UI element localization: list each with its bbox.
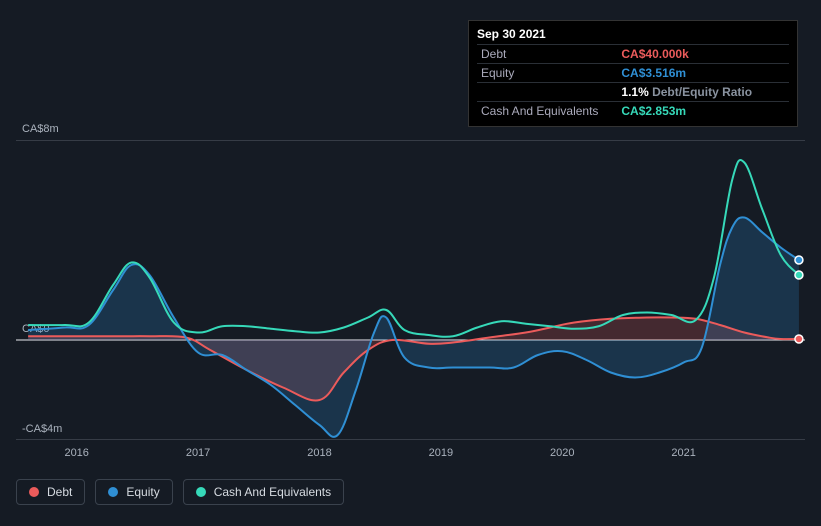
legend-label: Cash And Equivalents [214,485,331,499]
x-axis-label: 2019 [429,447,453,459]
tooltip-row-label [477,83,617,102]
tooltip-row-value: 1.1% Debt/Equity Ratio [617,83,789,102]
tooltip-row-label: Cash And Equivalents [477,102,617,121]
tooltip-row-value: CA$3.516m [617,64,789,83]
tooltip-row-label: Debt [477,45,617,64]
series-end-dot-debt [795,335,803,343]
x-axis-label: 2021 [671,447,695,459]
series-end-dot-cash [795,271,803,279]
legend: Debt Equity Cash And Equivalents [16,479,344,505]
legend-swatch [196,487,206,497]
chart-plot [16,140,805,440]
legend-item-cash-and-equivalents[interactable]: Cash And Equivalents [183,479,344,505]
tooltip-row-value: CA$40.000k [617,45,789,64]
series-end-dot-equity [795,256,803,264]
x-axis-label: 2017 [186,447,210,459]
tooltip-row: 1.1% Debt/Equity Ratio [477,83,789,102]
legend-swatch [108,487,118,497]
tooltip-table: DebtCA$40.000kEquityCA$3.516m1.1% Debt/E… [477,44,789,120]
legend-item-equity[interactable]: Equity [95,479,172,505]
legend-swatch [29,487,39,497]
legend-item-debt[interactable]: Debt [16,479,85,505]
tooltip-row: EquityCA$3.516m [477,64,789,83]
tooltip-box: Sep 30 2021 DebtCA$40.000kEquityCA$3.516… [468,20,798,127]
tooltip-row-value: CA$2.853m [617,102,789,121]
tooltip-row-label: Equity [477,64,617,83]
tooltip-date: Sep 30 2021 [477,27,789,44]
legend-label: Equity [126,485,159,499]
tooltip-row: Cash And EquivalentsCA$2.853m [477,102,789,121]
x-axis-label: 2016 [64,447,88,459]
tooltip-row: DebtCA$40.000k [477,45,789,64]
x-axis-label: 2020 [550,447,574,459]
y-axis-label: CA$8m [22,123,59,135]
legend-label: Debt [47,485,72,499]
x-axis-label: 2018 [307,447,331,459]
